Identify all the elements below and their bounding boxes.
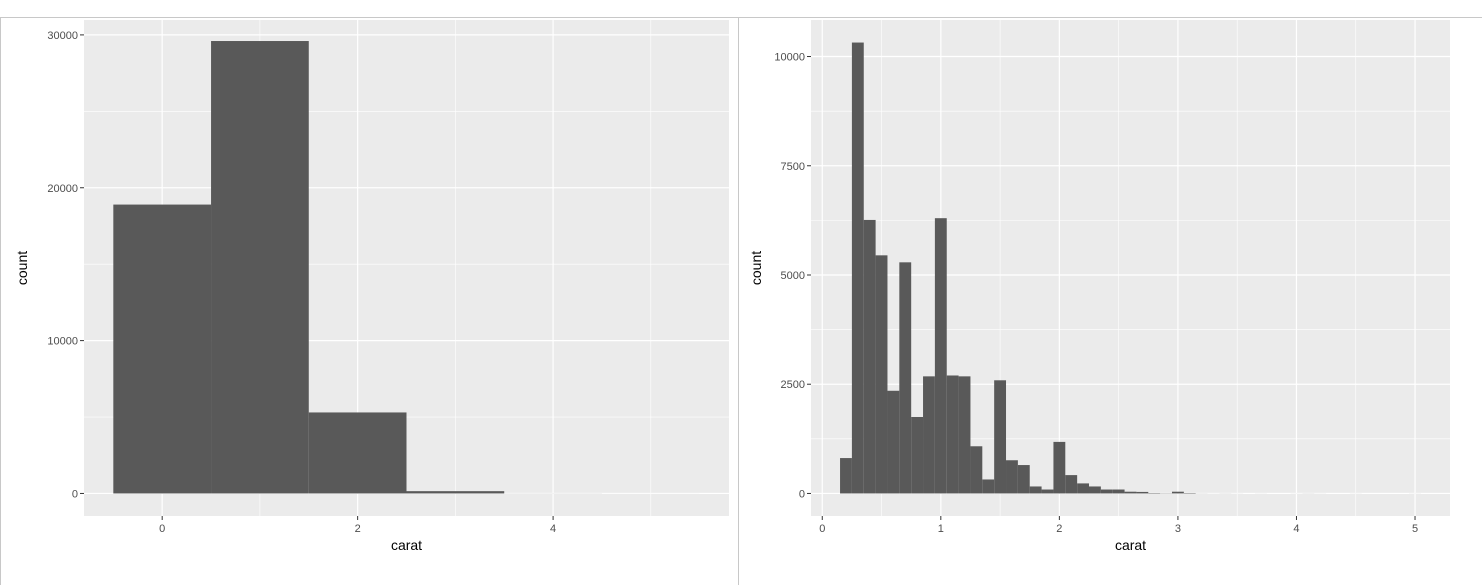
bar: [970, 446, 983, 494]
y-tick-label: 0: [72, 488, 78, 500]
bar: [1171, 491, 1184, 494]
bar: [1112, 489, 1125, 494]
x-tick-label: 4: [1293, 523, 1299, 535]
bar: [923, 376, 935, 494]
x-tick-label: 0: [819, 523, 825, 535]
bar: [863, 219, 876, 494]
x-tick-label: 2: [1056, 523, 1062, 535]
bar: [308, 412, 407, 494]
bar: [113, 204, 212, 494]
bar: [911, 416, 924, 494]
y-tick-label: 0: [799, 488, 805, 500]
bar: [946, 375, 959, 494]
bar: [840, 458, 852, 494]
x-axis-title: carat: [1115, 537, 1146, 553]
x-tick-label: 1: [938, 523, 944, 535]
y-tick-label: 10000: [47, 336, 78, 348]
x-tick-label: 2: [355, 523, 361, 535]
x-tick-label: 0: [159, 523, 165, 535]
bar: [1100, 489, 1113, 494]
bar: [211, 41, 309, 494]
bar: [887, 390, 900, 494]
bar: [1089, 486, 1101, 494]
bar: [1136, 491, 1149, 494]
bar: [899, 262, 912, 494]
y-tick-label: 20000: [47, 183, 78, 195]
bar: [1006, 460, 1018, 494]
bar: [851, 42, 864, 494]
bar: [406, 491, 505, 494]
x-tick-label: 5: [1412, 523, 1418, 535]
bar: [1017, 465, 1030, 494]
y-tick-label: 30000: [47, 30, 78, 42]
y-tick-label: 5000: [781, 270, 805, 282]
bar: [1124, 491, 1137, 494]
bar: [1065, 475, 1078, 494]
y-tick-label: 10000: [774, 52, 805, 64]
bar: [934, 218, 947, 494]
bar: [994, 380, 1007, 494]
bar: [1029, 486, 1042, 494]
x-tick-label: 4: [550, 523, 556, 535]
bar: [875, 255, 888, 494]
bar: [1053, 441, 1066, 494]
bar: [958, 376, 971, 494]
bar: [1041, 489, 1054, 494]
bar: [982, 479, 995, 494]
x-axis-title: carat: [391, 537, 422, 553]
y-axis-title: count: [748, 251, 764, 285]
y-tick-label: 7500: [781, 161, 805, 173]
y-tick-label: 2500: [781, 379, 805, 391]
bar: [1077, 483, 1090, 494]
x-tick-label: 3: [1175, 523, 1181, 535]
y-axis-title: count: [14, 251, 30, 285]
